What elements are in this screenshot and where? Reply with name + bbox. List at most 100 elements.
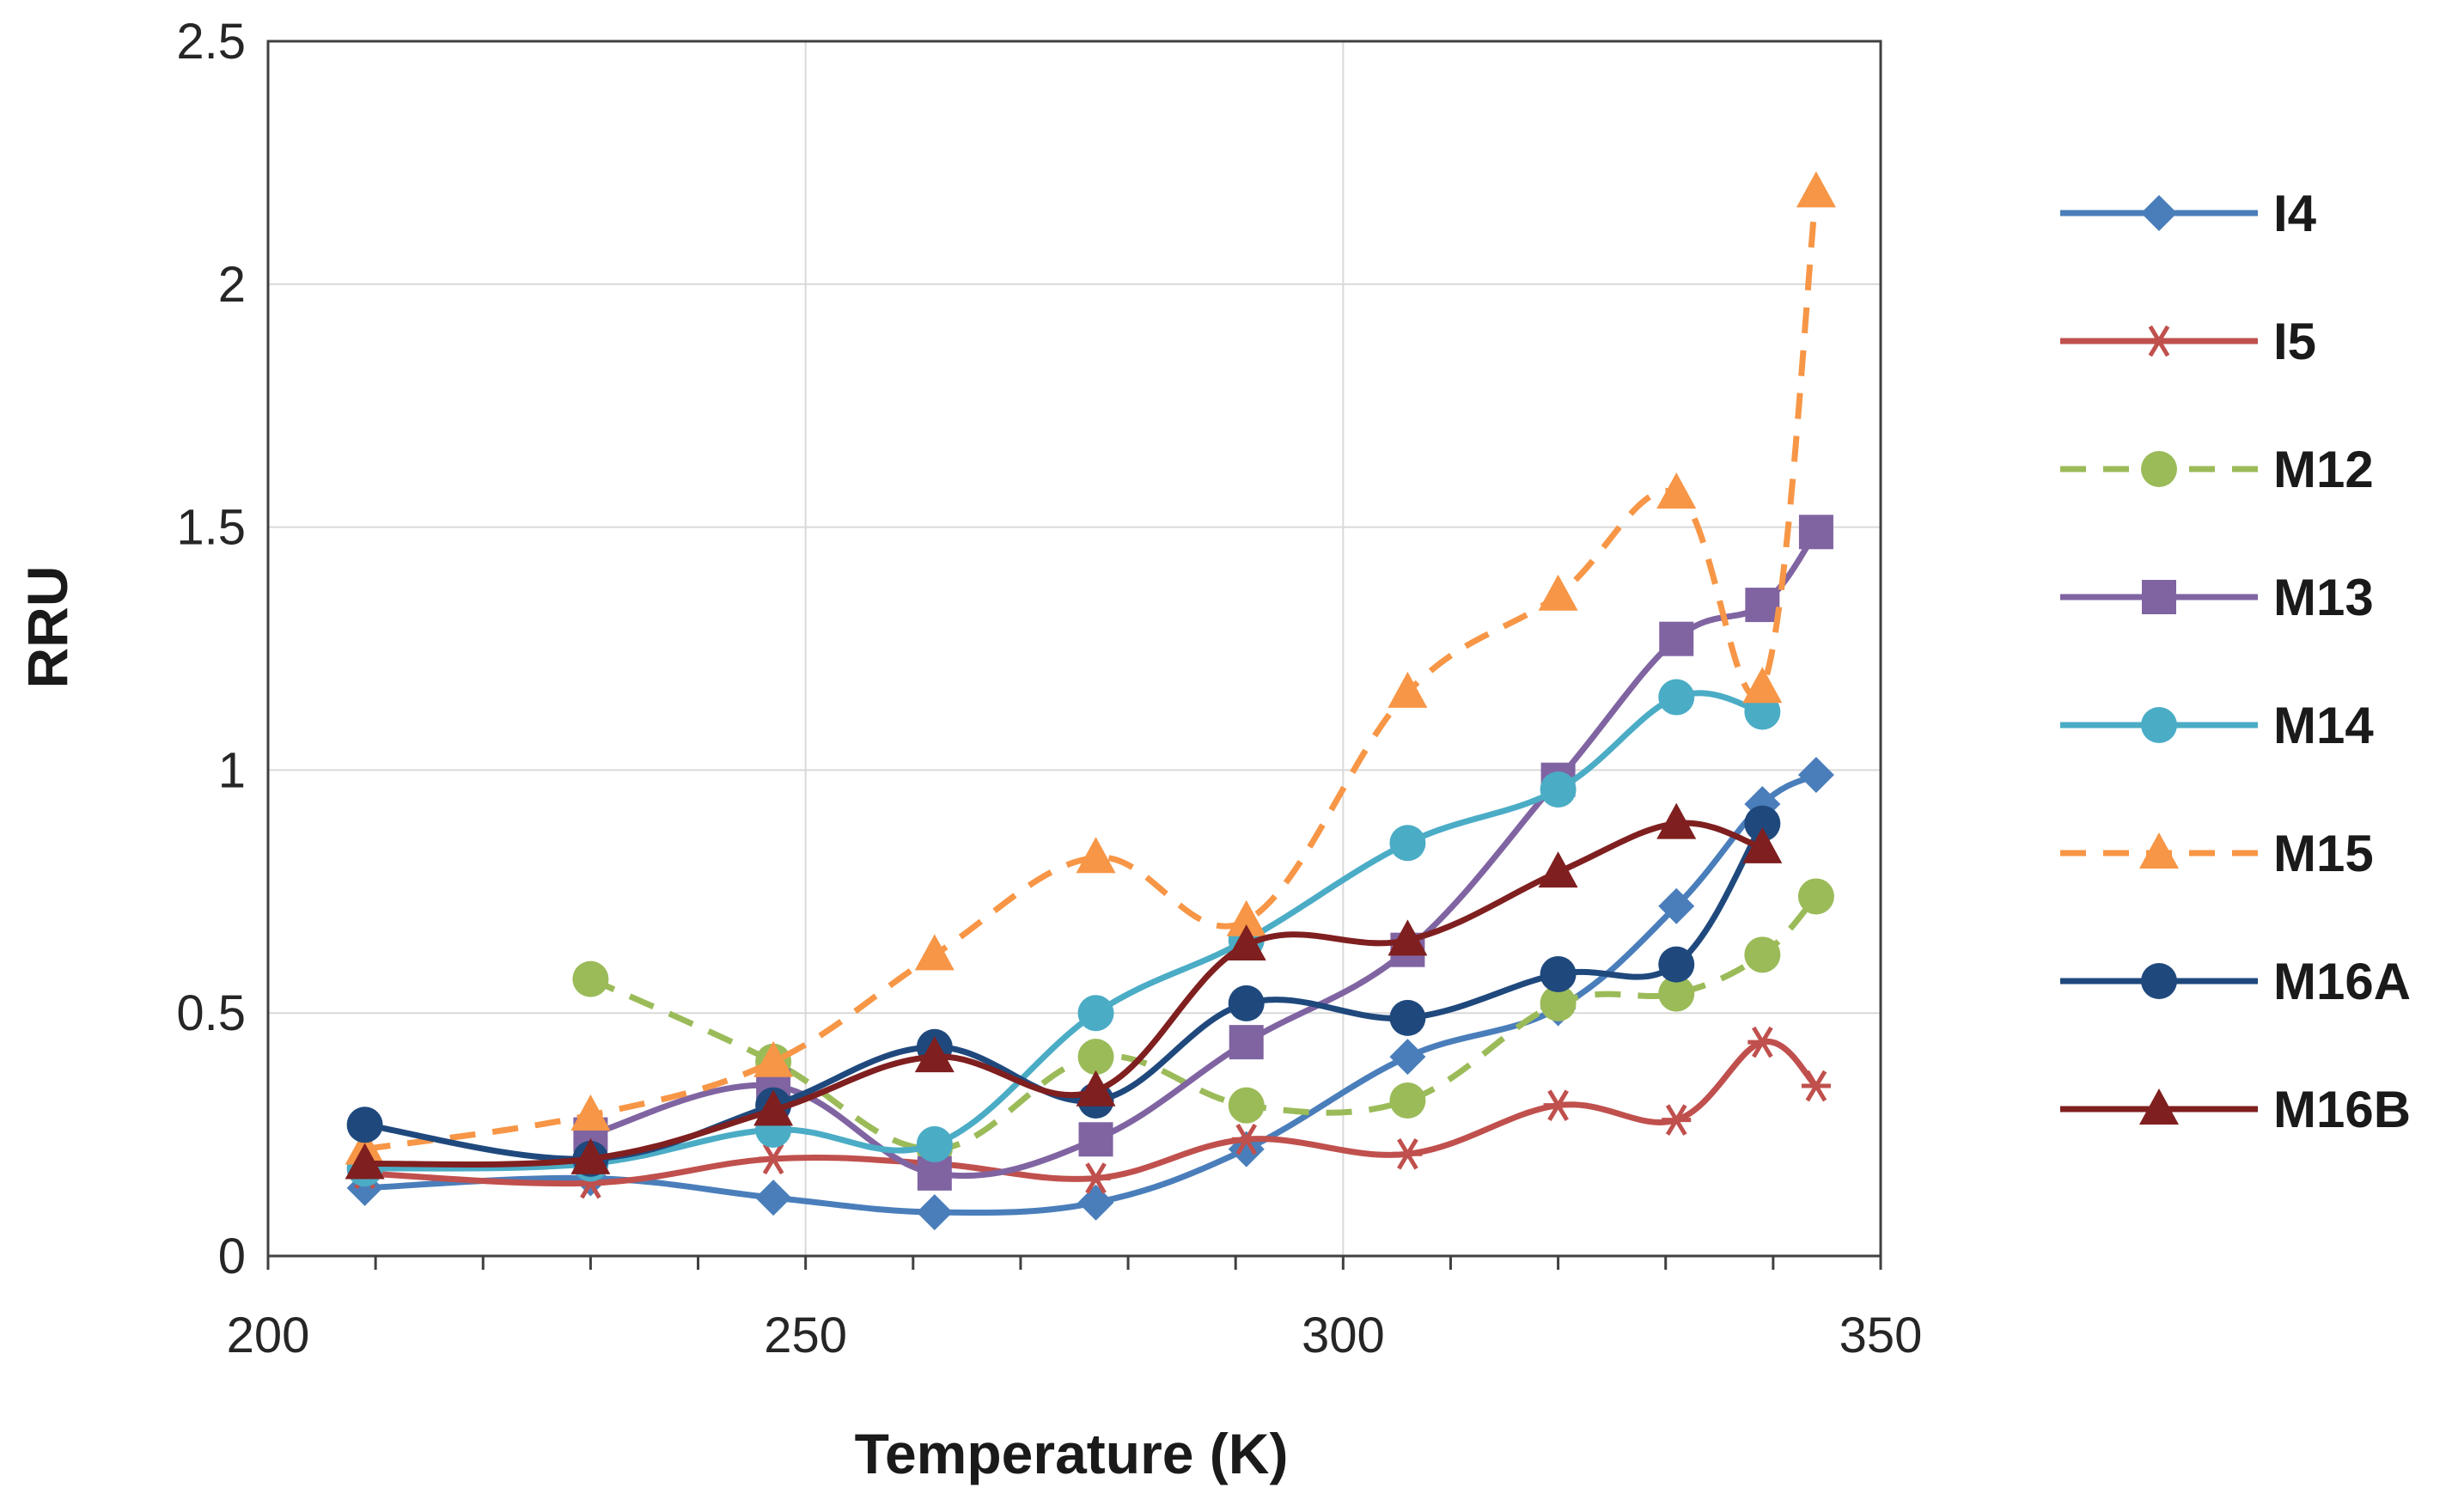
data-point-m16b [1226,924,1266,961]
legend-item-m13: M13 [2060,569,2374,626]
x-tick-label: 350 [1839,1308,1923,1363]
data-point-m16b [345,1143,385,1180]
data-point-m12 [1389,1082,1426,1119]
legend-item-m16a: M16A [2060,953,2411,1010]
legend-label-m14: M14 [2273,697,2374,754]
x-tick-label: 200 [227,1308,310,1363]
data-point-m16a [1658,946,1695,983]
data-point-m13 [1229,1025,1264,1060]
data-point-m16b [1538,851,1578,888]
legend-marker-m15 [2139,832,2179,869]
data-point-m16a [346,1107,383,1143]
y-axis-title: RRU [15,566,79,689]
star-marker-stroke [1752,1026,1773,1058]
star-marker-stroke [1397,1137,1418,1170]
data-point-m16b [753,1089,794,1126]
data-point-m15 [1742,667,1783,704]
data-point-m14 [1540,771,1577,808]
data-point-m16a [1540,955,1577,992]
series-m14 [346,679,1781,1187]
data-point-i4 [755,1180,792,1216]
grid [268,40,1881,1256]
data-point-i5 [1662,1104,1692,1136]
x-tick-label: 300 [1302,1308,1385,1363]
star-marker-stroke [1235,1123,1258,1155]
data-point-i5 [1801,1070,1831,1102]
data-point-i5 [759,1143,789,1175]
series-line-m16b [362,820,1766,1168]
data-point-m15 [1388,671,1428,708]
data-point-i4 [1077,1184,1114,1221]
star-marker-stroke [1805,1070,1827,1102]
y-tick-label: 0.5 [176,985,246,1041]
data-point-m16b [1388,919,1428,956]
data-point-i5 [1081,1162,1111,1194]
series-line-m15 [364,191,1820,1153]
legend-label-m12: M12 [2273,441,2374,498]
data-point-m15 [753,1040,794,1077]
data-point-m12 [1744,936,1781,973]
y-tick-label: 0 [218,1228,246,1284]
legend-item-m16b: M16B [2060,1081,2411,1138]
legend-item-i4: I4 [2060,185,2317,242]
x-axis-title: Temperature (K) [855,1422,1289,1485]
legend-label-i5: I5 [2273,313,2316,370]
data-point-m16a [1389,999,1426,1036]
series-line-m14 [362,690,1766,1172]
data-point-i5 [1393,1137,1423,1170]
data-point-m16b [914,1036,955,1073]
data-point-i4 [1658,887,1695,924]
legend-marker-i4 [2141,195,2177,231]
legend-marker-i5 [2144,325,2174,357]
data-point-m14 [1077,995,1114,1032]
data-point-m12 [1797,878,1834,915]
legend-marker-m14 [2141,707,2177,743]
data-point-m16b [1742,826,1783,863]
series-m16b [345,802,1783,1180]
data-point-m14 [1658,679,1695,716]
data-point-m12 [572,960,609,997]
legend-item-i5: I5 [2060,313,2316,370]
legend-label-m13: M13 [2273,569,2374,626]
data-point-m15 [570,1094,611,1131]
legend-item-m14: M14 [2060,697,2374,754]
data-point-i4 [1797,757,1834,794]
data-point-i4 [1389,1039,1426,1076]
data-point-m15 [914,934,955,971]
star-marker-stroke [2148,325,2170,357]
star-marker-stroke [1665,1104,1687,1136]
data-point-m12 [1228,1087,1265,1124]
data-point-m13 [1745,588,1780,623]
y-tick-label: 1.5 [176,500,246,556]
star-marker-stroke [762,1143,784,1175]
star-marker-stroke [1085,1162,1107,1194]
legend-marker-m16b [2139,1088,2179,1125]
series-m15 [345,171,1836,1165]
legend-label-m15: M15 [2273,825,2374,882]
legend: I4 I5 M12 M13 M14 M15 M16A M16B [2060,185,2411,1138]
data-point-i4 [916,1194,953,1231]
data-point-m12 [1540,985,1577,1021]
data-point-m14 [1389,825,1426,862]
data-point-m16b [1656,802,1697,839]
legend-item-m12: M12 [2060,441,2374,498]
data-point-m16a [1228,985,1265,1021]
data-point-m15 [1226,899,1266,936]
legend-label-i4: I4 [2273,185,2317,242]
legend-item-m15: M15 [2060,825,2374,882]
data-point-i5 [1543,1089,1573,1121]
data-point-m15 [1538,574,1578,611]
data-point-m15 [1796,171,1836,208]
plot-area-border [266,40,1882,1258]
axes: 0 0.5 1 1.5 2 2.5 200 250 300 350 [176,14,1922,1363]
x-tick-label: 250 [764,1308,847,1363]
legend-label-m16a: M16A [2273,953,2411,1010]
legend-marker-m13 [2142,580,2176,614]
y-tick-label: 2.5 [176,14,246,70]
legend-marker-m16a [2141,963,2177,999]
data-point-m12 [1658,975,1695,1012]
legend-marker-m12 [2141,451,2177,487]
y-tick-label: 1 [218,742,246,798]
data-point-m16a [1744,805,1781,842]
